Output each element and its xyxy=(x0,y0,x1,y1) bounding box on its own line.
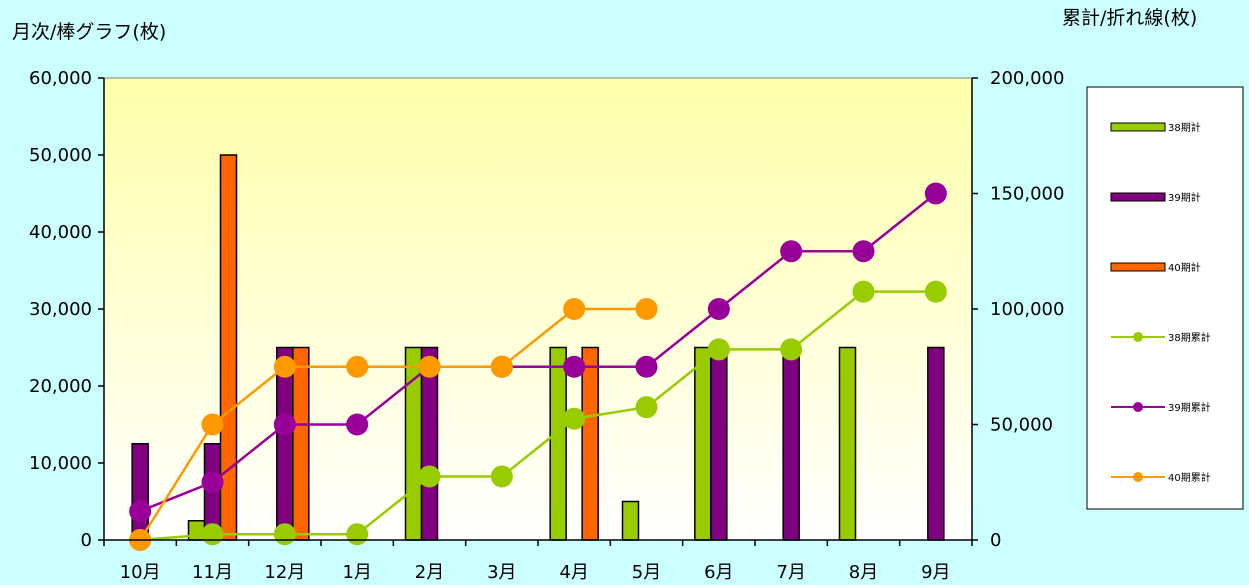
x-tick-label: 7月 xyxy=(776,562,805,583)
right-axis-title: 累計/折れ線(枚) xyxy=(1062,7,1197,29)
x-tick-label: 10月 xyxy=(120,562,161,583)
point-40期累計-2月 xyxy=(418,355,441,378)
left-tick-label: 60,000 xyxy=(29,68,92,89)
legend-label-40期累計: 40期累計 xyxy=(1168,471,1211,484)
point-38期累計-7月 xyxy=(780,338,803,361)
legend-label-39期累計: 39期累計 xyxy=(1168,401,1211,414)
point-38期累計-5月 xyxy=(635,396,658,419)
point-40期累計-11月 xyxy=(201,413,224,436)
x-tick-label: 9月 xyxy=(921,562,950,583)
right-axis-ticks: 0 50,000 100,000 150,000 200,000 xyxy=(972,68,1064,551)
bar-39期計-6月 xyxy=(710,346,728,541)
bars-group xyxy=(131,154,945,541)
bar-40期計-12月 xyxy=(292,346,310,541)
bar-40期計-4月 xyxy=(581,346,599,541)
x-axis-ticks: 10月 11月 12月 1月 2月 3月 4月 5月 6月 7月 8月 9月 xyxy=(103,540,973,583)
lines-group xyxy=(129,182,947,551)
bar-38期計-4月 xyxy=(549,346,567,541)
bar-38期計-6月 xyxy=(694,346,712,541)
bar-39期計-7月 xyxy=(782,346,800,541)
line-38期累計 xyxy=(140,290,936,542)
legend-marker-40期累計 xyxy=(1133,472,1143,482)
legend-swatch-39期計 xyxy=(1110,192,1166,202)
point-39期累計-6月 xyxy=(707,298,730,320)
point-38期累計-9月 xyxy=(924,280,947,303)
right-tick-label: 200,000 xyxy=(990,68,1064,89)
point-39期累計-9月 xyxy=(924,182,947,205)
x-tick-label: 2月 xyxy=(415,562,444,583)
point-39期累計-12月 xyxy=(273,413,296,436)
point-39期累計-8月 xyxy=(852,240,875,263)
right-tick-label: 100,000 xyxy=(990,299,1064,320)
legend-label-38期累計: 38期累計 xyxy=(1168,331,1211,344)
x-tick-label: 1月 xyxy=(342,562,371,583)
x-tick-label: 5月 xyxy=(632,562,661,583)
legend-swatch-40期計 xyxy=(1110,262,1166,272)
legend: 38期計 39期計 40期計 38期累計 39期累計 40期累計 xyxy=(1110,121,1211,484)
right-tick-label: 50,000 xyxy=(990,415,1053,436)
x-tick-label: 3月 xyxy=(487,562,516,583)
legend-marker-39期累計 xyxy=(1133,402,1143,412)
line-40期累計 xyxy=(139,307,647,541)
point-38期累計-4月 xyxy=(563,407,586,430)
point-38期累計-1月 xyxy=(346,523,369,546)
point-39期累計-11月 xyxy=(201,471,224,494)
legend-label-39期計: 39期計 xyxy=(1168,191,1201,204)
legend-label-38期計: 38期計 xyxy=(1168,121,1201,134)
point-38期累計-8月 xyxy=(852,280,875,303)
legend-box xyxy=(1086,86,1244,510)
right-tick-label: 0 xyxy=(990,530,1001,551)
left-tick-label: 0 xyxy=(81,530,92,551)
right-tick-label: 150,000 xyxy=(990,184,1064,205)
left-axis-ticks: 0 10,000 20,000 30,000 40,000 50,000 60,000 xyxy=(29,68,104,551)
point-39期累計-4月 xyxy=(563,355,586,378)
point-38期累計-2月 xyxy=(418,465,441,488)
point-38期累計-11月 xyxy=(201,523,224,546)
point-40期累計-12月 xyxy=(273,355,296,378)
point-38期累計-3月 xyxy=(490,465,513,488)
x-tick-label: 6月 xyxy=(704,562,733,583)
left-axis-title: 月次/棒グラフ(枚) xyxy=(12,21,166,43)
point-40期累計-4月 xyxy=(563,298,586,320)
legend-swatch-38期計 xyxy=(1110,122,1166,132)
point-39期累計-10月 xyxy=(129,500,152,523)
line-39期累計 xyxy=(139,192,937,513)
bar-39期計-10月 xyxy=(131,443,149,541)
x-tick-label: 8月 xyxy=(849,562,878,583)
x-tick-label: 4月 xyxy=(559,562,588,583)
plot-area xyxy=(103,77,973,541)
x-tick-label: 11月 xyxy=(192,562,233,583)
point-39期累計-7月 xyxy=(780,240,803,263)
left-tick-label: 20,000 xyxy=(29,376,92,397)
bar-38期計-8月 xyxy=(838,346,857,541)
legend-marker-38期累計 xyxy=(1133,332,1143,342)
point-40期累計-1月 xyxy=(346,355,369,378)
point-40期累計-5月 xyxy=(635,298,658,320)
left-tick-label: 30,000 xyxy=(29,299,92,320)
bar-39期計-9月 xyxy=(927,346,945,541)
left-tick-label: 40,000 xyxy=(29,222,92,243)
point-38期累計-6月 xyxy=(707,338,730,361)
left-tick-label: 10,000 xyxy=(29,453,92,474)
point-38期累計-12月 xyxy=(273,523,296,546)
legend-label-40期計: 40期計 xyxy=(1168,261,1201,274)
point-39期累計-5月 xyxy=(635,355,658,378)
left-tick-label: 50,000 xyxy=(29,145,92,166)
point-39期累計-1月 xyxy=(346,413,369,436)
x-tick-label: 12月 xyxy=(264,562,305,583)
bar-38期計-5月 xyxy=(621,500,640,541)
point-40期累計-3月 xyxy=(490,355,513,378)
